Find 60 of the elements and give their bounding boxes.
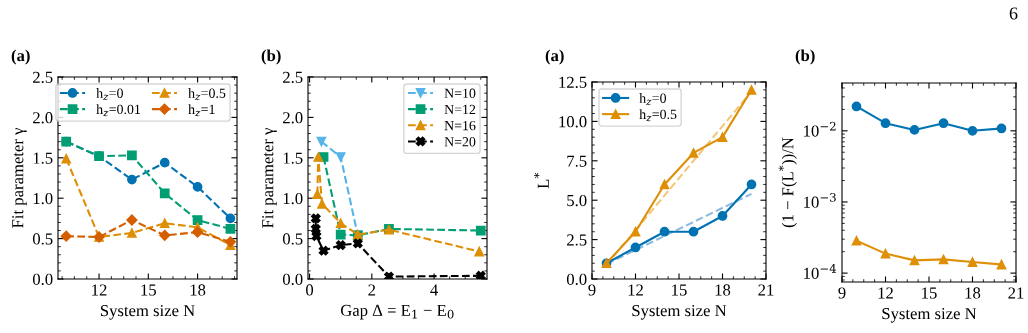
y-axis-title: (1 − F(L$^{*}$))/N bbox=[778, 137, 797, 228]
y-tick-label: 10$^{−4}$ bbox=[804, 264, 837, 279]
legend-label: N=10 bbox=[444, 88, 476, 98]
legend-label: N=16 bbox=[444, 120, 476, 131]
x-tick-label: 9 bbox=[588, 284, 596, 296]
y-tick-label: 2.5 bbox=[283, 71, 303, 84]
y-tick-label: 2.5 bbox=[33, 71, 53, 84]
y-tick-label: 10.0 bbox=[559, 116, 587, 128]
legend-label: N=12 bbox=[444, 104, 476, 114]
x-tick-label: 12 bbox=[628, 284, 643, 296]
y-tick-label: 2.5 bbox=[567, 234, 587, 246]
y-tick-label: 7.5 bbox=[567, 155, 587, 167]
y-tick-label: 2.0 bbox=[283, 112, 303, 124]
chart-title: (b) bbox=[795, 49, 815, 65]
legend-label: h$_{z}$=0.5 bbox=[639, 109, 677, 122]
y-tick-label: 5.0 bbox=[567, 194, 587, 207]
y-tick-label: 1.0 bbox=[33, 192, 53, 205]
y-tick-label: 2.0 bbox=[33, 112, 53, 124]
y-tick-label: 0.0 bbox=[566, 273, 587, 286]
legend-label: h$_{z}$=0.5 bbox=[188, 88, 226, 101]
x-tick-label: 15 bbox=[922, 287, 937, 299]
x-tick-label: 12 bbox=[878, 287, 893, 299]
x-tick-label: 15 bbox=[141, 284, 156, 296]
chart-title: (b) bbox=[261, 49, 281, 65]
legend-label: N=20 bbox=[444, 137, 476, 147]
x-axis-title: Gap Δ = E$_{1}$ − E$_{0}$ bbox=[340, 304, 454, 320]
y-tick-label: 1.5 bbox=[33, 152, 53, 164]
chart-title: (a) bbox=[545, 49, 564, 65]
x-tick-label: 15 bbox=[672, 284, 687, 296]
y-tick-label: 1.0 bbox=[283, 192, 303, 205]
x-axis-title: System size N bbox=[632, 305, 727, 320]
y-tick-label: 10$^{−3}$ bbox=[804, 192, 836, 208]
x-tick-label: 12 bbox=[92, 284, 107, 296]
y-axis-title: Fit parameter γ bbox=[12, 127, 27, 228]
x-tick-label: 18 bbox=[190, 284, 206, 296]
y-tick-label: 10$^{−2}$ bbox=[804, 121, 836, 137]
x-tick-label: 9 bbox=[838, 287, 846, 299]
legend-label: h$_{z}$=0.01 bbox=[96, 104, 141, 117]
chart-title: (a) bbox=[11, 49, 30, 65]
x-axis-title: System size N bbox=[882, 308, 977, 323]
y-tick-label: 0.5 bbox=[282, 233, 303, 245]
y-axis-title: Fit parameter γ bbox=[262, 127, 277, 228]
y-tick-label: 0.5 bbox=[32, 233, 53, 245]
x-tick-label: 18 bbox=[715, 284, 731, 296]
x-axis-title: System size N bbox=[100, 305, 195, 320]
y-tick-label: 0.0 bbox=[32, 273, 53, 286]
x-tick-label: 21 bbox=[758, 284, 774, 296]
y-tick-label: 1.5 bbox=[283, 152, 303, 164]
legend-label: h$_{z}$=0 bbox=[639, 93, 667, 106]
y-tick-label: 0.0 bbox=[282, 273, 303, 286]
x-tick-label: 18 bbox=[965, 287, 981, 299]
legend-label: h$_{z}$=0 bbox=[96, 88, 123, 101]
y-tick-label: 12.5 bbox=[559, 76, 587, 89]
text: 6 bbox=[1009, 7, 1018, 20]
x-tick-label: 21 bbox=[1008, 287, 1024, 299]
legend-label: h$_{z}$=1 bbox=[188, 104, 215, 117]
x-tick-label: 4 bbox=[430, 284, 438, 296]
y-axis-title: L$^{*}$ bbox=[534, 172, 549, 189]
x-tick-label: 0 bbox=[306, 284, 314, 296]
x-tick-label: 2 bbox=[368, 284, 376, 296]
